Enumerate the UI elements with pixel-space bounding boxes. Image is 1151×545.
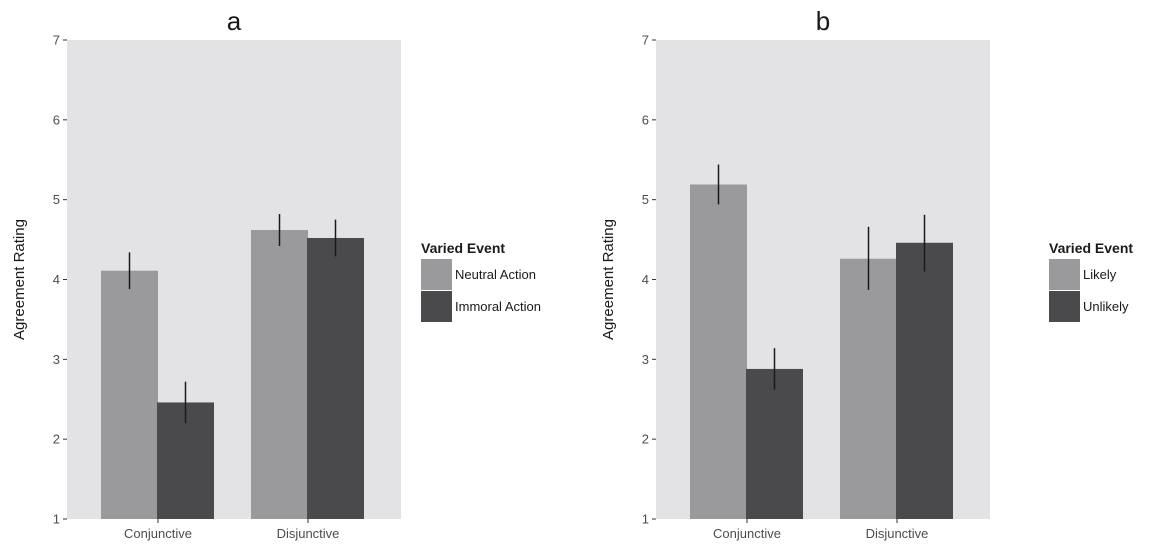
y-axis-label: Agreement Rating [600, 219, 617, 340]
y-axis-label: Agreement Rating [11, 219, 28, 340]
y-tick-label: 6 [642, 112, 649, 127]
y-tick-label: 4 [642, 272, 649, 287]
bar-likely-conjunctive [690, 184, 747, 519]
legend: Varied Event Likely Unlikely [1049, 240, 1133, 322]
legend-swatch [1049, 259, 1080, 290]
y-tick-label: 6 [53, 112, 60, 127]
legend-label: Unlikely [1083, 299, 1129, 314]
legend-swatch [421, 291, 452, 322]
bar-neutral-action-disjunctive [251, 230, 308, 519]
x-tick-label: Disjunctive [277, 526, 340, 541]
legend-swatch [1049, 291, 1080, 322]
bar-likely-disjunctive [840, 258, 897, 519]
legend-label: Likely [1083, 267, 1117, 282]
y-tick-label: 4 [53, 272, 60, 287]
y-tick-label: 5 [53, 192, 60, 207]
bar-unlikely-conjunctive [746, 368, 803, 519]
y-tick-label: 2 [53, 432, 60, 447]
legend-label: Neutral Action [455, 267, 536, 282]
y-tick-label: 3 [53, 352, 60, 367]
y-tick-label: 5 [642, 192, 649, 207]
chart-panel-2: b 1 2 3 4 5 6 7 Agreement Rating Conjunctive Disju… [600, 6, 1133, 541]
y-tick-label: 1 [642, 512, 649, 527]
legend: Varied Event Neutral Action Immoral Action [421, 240, 541, 322]
legend-label: Immoral Action [455, 299, 541, 314]
legend-swatch [421, 259, 452, 290]
panel-title: a [227, 6, 242, 36]
chart-panel-1: a 1 2 3 4 5 6 7 Agreement Rating Conjunctive Disju… [11, 6, 541, 541]
y-tick-label: 3 [642, 352, 649, 367]
y-tick-label: 1 [53, 512, 60, 527]
legend-title: Varied Event [421, 240, 505, 256]
bar-unlikely-disjunctive [896, 242, 953, 519]
x-tick-label: Disjunctive [866, 526, 929, 541]
bar-neutral-action-conjunctive [101, 270, 158, 519]
y-tick-label: 2 [642, 432, 649, 447]
x-tick-label: Conjunctive [124, 526, 192, 541]
y-tick-label: 7 [53, 33, 60, 48]
bar-immoral-action-disjunctive [307, 237, 364, 519]
y-tick-label: 7 [642, 33, 649, 48]
x-tick-label: Conjunctive [713, 526, 781, 541]
legend-title: Varied Event [1049, 240, 1133, 256]
panel-title: b [816, 6, 830, 36]
